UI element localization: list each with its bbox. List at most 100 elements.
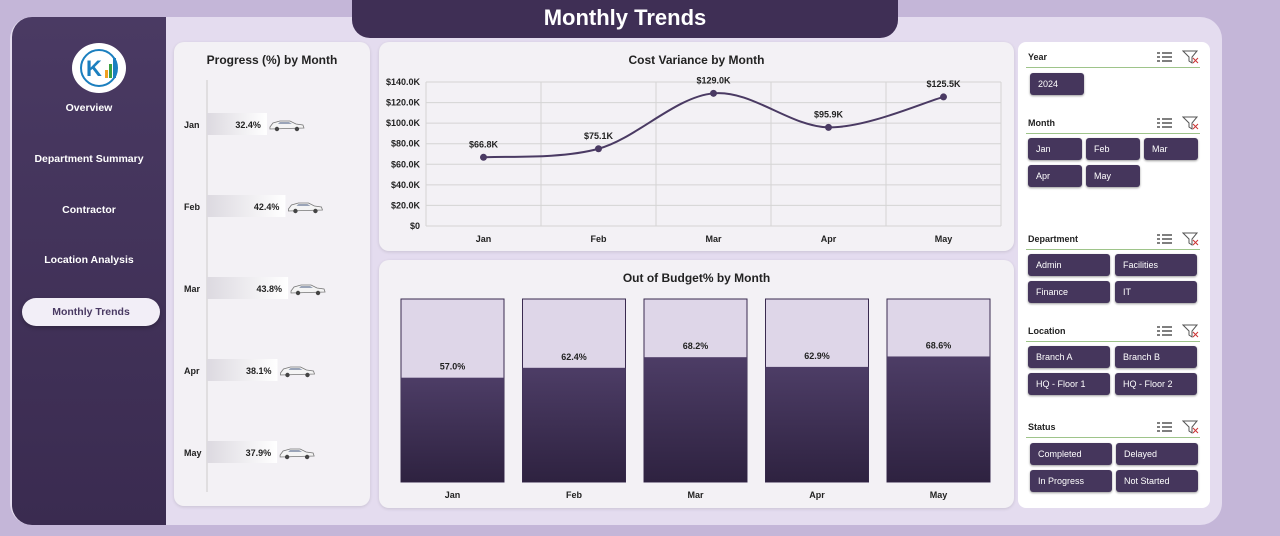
progress-month-label: Jan [184,120,200,130]
sidebar-item-contractor[interactable]: Contractor [62,204,116,216]
year-slicer-label: Year [1028,52,1048,62]
clear-filter-icon[interactable] [1181,50,1200,64]
cost-variance-title: Cost Variance by Month [628,53,765,67]
y-tick-label: $120.0K [386,98,421,108]
multi-select-icon[interactable] [1156,50,1174,64]
car-icon [279,448,315,460]
slicer-option-month-may[interactable]: May [1086,165,1140,187]
progress-value-label: 37.9% [246,448,272,458]
car-icon [288,202,323,214]
progress-bar [207,277,289,299]
year-slicer-header: Year [1026,48,1200,68]
slicer-option-status-delayed[interactable]: Delayed [1116,443,1198,465]
cost-variance-point [480,153,487,161]
cost-variance-point [940,93,947,101]
progress-month-label: May [184,448,202,458]
progress-bar [207,113,267,135]
svg-text:K: K [86,56,102,81]
slicer-option-dept-it[interactable]: IT [1115,281,1197,303]
cost-variance-value-label: $75.1K [584,131,614,141]
multi-select-icon[interactable] [1156,324,1174,338]
out-of-budget-title: Out of Budget% by Month [622,271,771,285]
slicer-option-location-branch-b[interactable]: Branch B [1115,346,1197,368]
progress-month-label: Apr [184,366,200,376]
department-slicer-header: Department [1026,230,1200,250]
sidebar-item-location-analysis[interactable]: Location Analysis [44,254,134,266]
progress-value-label: 43.8% [256,284,282,294]
clear-filter-icon[interactable] [1181,324,1200,338]
slicer-option-location-hq-floor-2[interactable]: HQ - Floor 2 [1115,373,1197,395]
cost-variance-value-label: $95.9K [814,109,844,119]
slicer-option-location-hq-floor-1[interactable]: HQ - Floor 1 [1028,373,1110,395]
progress-value-label: 32.4% [235,120,261,130]
slicer-option-month-feb[interactable]: Feb [1086,138,1140,160]
slicer-option-status-not-started[interactable]: Not Started [1116,470,1198,492]
progress-chart-title: Progress (%) by Month [206,53,338,67]
x-tick-label: May [930,490,948,500]
budget-bar [401,377,504,482]
clear-filter-icon[interactable] [1181,232,1200,246]
progress-bar [207,359,278,381]
sidebar-item-monthly-trends[interactable]: Monthly Trends [22,298,160,326]
slicer-option-dept-finance[interactable]: Finance [1028,281,1110,303]
slicer-option-dept-facilities[interactable]: Facilities [1115,254,1197,276]
slicer-option-status-completed[interactable]: Completed [1030,443,1112,465]
month-slicer-label: Month [1028,118,1055,128]
multi-select-icon[interactable] [1156,420,1174,434]
slicer-option-month-apr[interactable]: Apr [1028,165,1082,187]
progress-chart-card: Progress (%) by Month Jan 32.4% Feb 42.4% Ma… [174,42,370,506]
slicer-option-year-2024[interactable]: 2024 [1030,73,1084,95]
car-icon [280,366,316,378]
x-tick-label: Feb [590,234,607,244]
status-slicer-header: Status [1026,418,1200,438]
company-logo: K [72,43,126,93]
cost-variance-value-label: $66.8K [469,139,499,149]
sidebar: K Overview Department Summary Contractor… [12,17,166,525]
x-tick-label: May [935,234,953,244]
slicer-option-month-jan[interactable]: Jan [1028,138,1082,160]
clear-filter-icon[interactable] [1181,420,1200,434]
status-slicer-label: Status [1028,422,1056,432]
y-tick-label: $40.0K [391,180,421,190]
clear-filter-icon[interactable] [1181,116,1200,130]
progress-value-label: 42.4% [254,202,280,212]
budget-bar [887,356,990,482]
x-tick-label: Jan [445,490,461,500]
cost-variance-point [825,123,832,131]
out-of-budget-chart: 57.0% Jan 62.4% Feb 68.2% Mar 62.9% Apr 68.6% May [400,298,991,500]
location-slicer-label: Location [1028,326,1066,336]
cost-variance-point [595,145,602,153]
y-tick-label: $0 [410,221,420,231]
sidebar-item-overview[interactable]: Overview [65,102,113,114]
x-tick-label: Apr [809,490,825,500]
page-title: Monthly Trends [352,0,898,38]
y-tick-label: $140.0K [386,77,421,87]
budget-value-label: 62.4% [561,352,587,362]
progress-month-label: Mar [184,284,201,294]
progress-bar [207,441,278,463]
cost-variance-card: Cost Variance by Month $0 $20.0K $40.0K $60… [379,42,1014,251]
x-tick-label: Jan [476,234,492,244]
progress-chart: Jan 32.4% Feb 42.4% Mar 43.8% Apr 38.1% May 37.9% [184,80,326,492]
y-tick-label: $60.0K [391,159,421,169]
budget-value-label: 57.0% [440,362,466,372]
multi-select-icon[interactable] [1156,116,1174,130]
sidebar-item-department-summary[interactable]: Department Summary [34,153,144,165]
progress-bar [207,195,286,217]
cost-variance-chart: $0 $20.0K $40.0K $60.0K $80.0K $100.0K $120.0K… [386,75,1002,244]
slicer-option-month-mar[interactable]: Mar [1144,138,1198,160]
progress-month-label: Feb [184,202,201,212]
slicer-option-status-in-progress[interactable]: In Progress [1030,470,1112,492]
budget-bar [644,357,747,482]
y-tick-label: $20.0K [391,200,421,210]
y-tick-label: $80.0K [391,139,421,149]
multi-select-icon[interactable] [1156,232,1174,246]
slicer-option-dept-admin[interactable]: Admin [1028,254,1110,276]
x-tick-label: Feb [566,490,583,500]
car-icon [269,120,305,132]
budget-bar [522,367,626,482]
budget-value-label: 68.2% [683,341,709,351]
slicer-option-location-branch-a[interactable]: Branch A [1028,346,1110,368]
car-icon [290,284,326,296]
cost-variance-point [710,89,717,97]
